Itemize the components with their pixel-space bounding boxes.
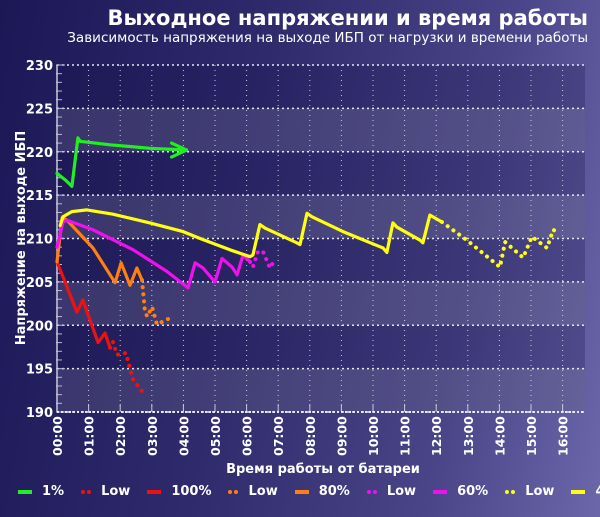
series-line-2 xyxy=(55,260,112,350)
x-tick-label: 12:00 xyxy=(429,416,444,456)
legend-item: 60% xyxy=(433,484,488,499)
series-line-low-1 xyxy=(108,339,144,394)
y-axis-label: Напряжение на выходе ИБП xyxy=(14,131,29,346)
legend-swatch xyxy=(81,489,92,494)
arrow-head-icon xyxy=(169,141,189,159)
legend-label: Low xyxy=(248,484,278,499)
legend-swatch xyxy=(294,489,309,494)
legend-label: 40% xyxy=(595,484,600,499)
series-line-8 xyxy=(58,208,444,259)
series-line-low-5 xyxy=(248,249,277,270)
y-tick-label: 205 xyxy=(26,276,53,291)
legend-label: 1% xyxy=(42,484,65,499)
y-tick-label: 225 xyxy=(26,102,53,117)
legend-swatch xyxy=(505,489,516,494)
legend-item: 1% xyxy=(18,484,64,499)
legend-label: 60% xyxy=(457,484,489,499)
legend-label: Low xyxy=(386,484,417,499)
legend-swatch xyxy=(18,489,32,494)
legend-swatch xyxy=(228,489,239,494)
legend-label: 100% xyxy=(171,484,212,499)
legend-swatch xyxy=(571,489,586,494)
y-tick-label: 215 xyxy=(26,189,53,204)
x-tick-label: 03:00 xyxy=(145,416,160,456)
x-tick-label: 08:00 xyxy=(303,416,318,456)
plot-band xyxy=(57,195,585,239)
x-tick-label: 11:00 xyxy=(398,416,413,456)
x-tick-label: 02:00 xyxy=(113,416,128,456)
x-tick-label: 04:00 xyxy=(176,416,191,456)
plot-band xyxy=(57,281,585,326)
x-tick-label: 15:00 xyxy=(524,416,539,456)
plot-band xyxy=(57,108,585,152)
chart-title: Выходное напряжении и время работы xyxy=(107,6,588,30)
legend-item: Low xyxy=(505,484,554,499)
legend-label: 80% xyxy=(318,484,350,499)
x-tick-label: 13:00 xyxy=(461,416,476,456)
x-tick-label: 00:00 xyxy=(50,416,65,456)
y-tick-label: 220 xyxy=(26,146,53,161)
x-tick-label: 09:00 xyxy=(334,416,349,456)
legend-item: 40% xyxy=(571,484,600,499)
y-tick-label: 210 xyxy=(26,233,53,248)
series-line-low-3 xyxy=(140,278,175,327)
y-tick-label: 230 xyxy=(26,59,53,74)
legend-label: Low xyxy=(101,484,131,499)
legend-item: 100% xyxy=(147,484,211,499)
series-line-6 xyxy=(55,218,252,290)
legend-swatch xyxy=(366,489,377,494)
x-axis-label: Время работы от батареи xyxy=(226,462,420,477)
series-line-low-7 xyxy=(439,220,559,270)
legend-item: Low xyxy=(366,484,417,499)
y-tick-label: 190 xyxy=(26,406,53,421)
legend-label: Low xyxy=(525,484,555,499)
legend: 1% Low 100% Low 80% Low 60% Low 40% xyxy=(18,484,600,499)
x-tick-label: 14:00 xyxy=(492,416,507,456)
legend-swatch xyxy=(433,489,448,494)
legend-item: Low xyxy=(81,484,130,499)
legend-item: Low xyxy=(228,484,278,499)
x-tick-label: 06:00 xyxy=(240,416,255,456)
series-line-0 xyxy=(55,136,189,188)
x-tick-label: 16:00 xyxy=(556,416,571,456)
x-tick-label: 10:00 xyxy=(366,416,381,456)
x-tick-label: 05:00 xyxy=(208,416,223,456)
y-tick-label: 200 xyxy=(26,319,53,334)
legend-item: 80% xyxy=(294,484,350,499)
x-tick-label: 01:00 xyxy=(82,416,97,456)
plot-band xyxy=(57,368,585,412)
x-tick-label: 07:00 xyxy=(271,416,286,456)
chart-subtitle: Зависимость напряжения на выходе ИБП от … xyxy=(67,30,588,46)
y-tick-label: 195 xyxy=(26,363,53,378)
legend-swatch xyxy=(147,489,162,494)
